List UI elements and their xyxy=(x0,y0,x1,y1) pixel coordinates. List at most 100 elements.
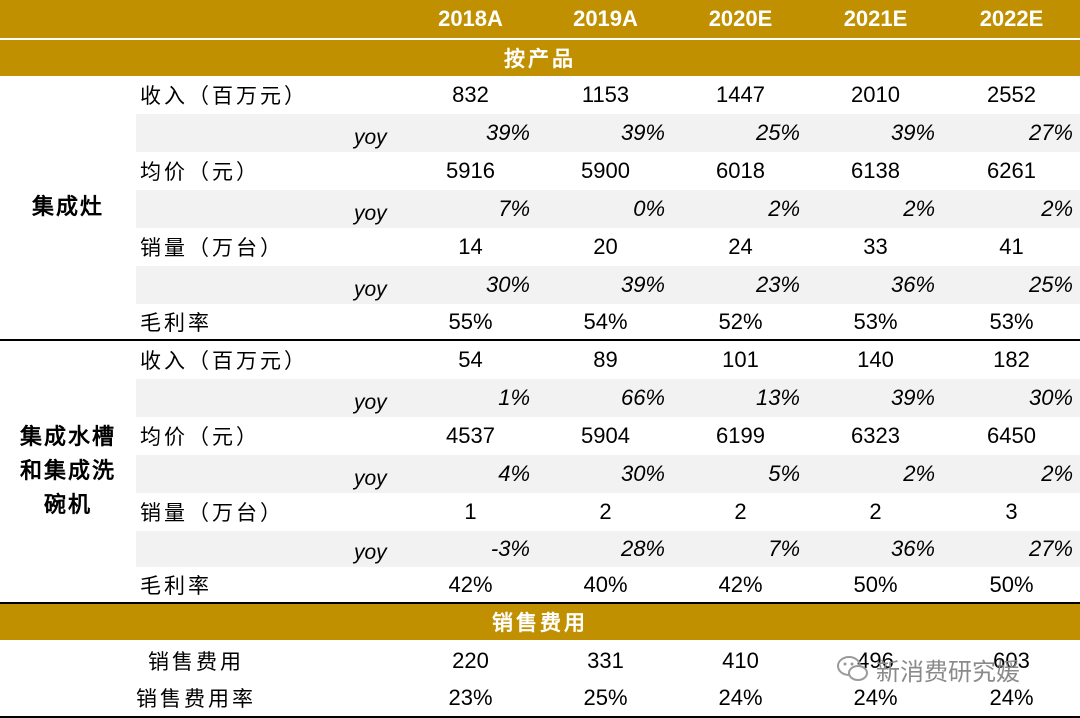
cell: 23% xyxy=(448,685,493,710)
cell: 36% xyxy=(890,536,935,561)
cell: 6138 xyxy=(851,158,900,183)
cell: 2% xyxy=(768,196,800,221)
table-row: 毛利率 42% 40% 42% 50% 50% xyxy=(0,567,1080,602)
row-label: 均价（元） xyxy=(140,160,260,184)
year-header-row: 2018A 2019A 2020E 2021E 2022E xyxy=(0,0,1080,38)
row-label: 收入（百万元） xyxy=(140,84,308,108)
watermark: 新消费研究媛 xyxy=(836,652,1020,686)
cell: 54% xyxy=(583,309,628,334)
table-row: yoy 7% 0% 2% 2% 2% xyxy=(136,190,1080,228)
cell: 33 xyxy=(863,234,888,259)
cell: 24% xyxy=(718,685,763,710)
row-label: 销售费用 xyxy=(148,650,244,674)
cell: 2% xyxy=(1041,196,1073,221)
year-2020: 2020E xyxy=(708,6,773,31)
cell: 50% xyxy=(853,571,898,597)
cell: 54 xyxy=(458,347,483,372)
table-row: yoy 39% 39% 25% 39% 27% xyxy=(136,114,1080,152)
cell: 7% xyxy=(498,196,530,221)
table-row: 均价（元） 4537 5904 6199 6323 6450 xyxy=(0,417,1080,455)
section-by-product: 按产品 xyxy=(0,40,1080,76)
cell: 24 xyxy=(728,234,753,259)
table-row: yoy -3% 28% 7% 36% 27% xyxy=(136,531,1080,567)
cell: 25% xyxy=(755,120,800,145)
cell: 6323 xyxy=(851,423,900,448)
cell: 23% xyxy=(755,272,800,297)
row-label: 销售费用率 xyxy=(136,687,256,711)
cell: 25% xyxy=(1028,272,1073,297)
year-2022: 2022E xyxy=(979,6,1044,31)
cell: 42% xyxy=(448,571,493,597)
group-label-stove: 集成灶 xyxy=(31,194,104,220)
cell: 2% xyxy=(903,196,935,221)
cell: 53% xyxy=(853,309,898,334)
cell: 66% xyxy=(620,385,665,410)
cell: 1447 xyxy=(716,82,765,107)
table-row: 销售费用率 23% 25% 24% 24% 24% xyxy=(0,680,1080,716)
section-title: 销售费用 xyxy=(492,610,588,635)
cell: 1153 xyxy=(581,82,630,107)
row-label: 毛利率 xyxy=(140,573,212,598)
row-label: 均价（元） xyxy=(140,425,260,449)
cell: 39% xyxy=(485,120,530,145)
row-label: 销量（万台） xyxy=(140,501,284,525)
table-row: 收入（百万元） 54 89 101 140 182 xyxy=(0,341,1080,379)
yoy-label: yoy xyxy=(354,467,387,490)
group-divider xyxy=(0,339,1080,341)
cell: 603 xyxy=(993,648,1030,673)
cell: 55% xyxy=(448,309,493,334)
cell: 27% xyxy=(1028,536,1073,561)
cell: 50% xyxy=(989,571,1034,597)
cell: 13% xyxy=(755,385,800,410)
yoy-label: yoy xyxy=(354,278,387,301)
section-title: 按产品 xyxy=(504,46,576,71)
cell: 2 xyxy=(869,499,882,524)
cell: 4537 xyxy=(446,423,495,448)
cell: 2552 xyxy=(987,82,1036,107)
cell: 182 xyxy=(993,347,1030,372)
cell: 30% xyxy=(1028,385,1073,410)
cell: 30% xyxy=(620,461,665,486)
cell: 1% xyxy=(498,385,530,410)
cell: 4% xyxy=(498,461,530,486)
section-sales-expense: 销售费用 xyxy=(0,604,1080,640)
cell: 2% xyxy=(1041,461,1073,486)
cell: 25% xyxy=(583,685,628,710)
watermark-text: 新消费研究媛 xyxy=(876,657,1020,686)
cell: 14 xyxy=(458,234,483,259)
cell: 2 xyxy=(734,499,747,524)
table-row: 销量（万台） 1 2 2 2 3 xyxy=(0,493,1080,531)
cell: 2010 xyxy=(851,82,900,107)
row-label: 收入（百万元） xyxy=(140,349,308,373)
row-label: 毛利率 xyxy=(140,311,212,335)
yoy-label: yoy xyxy=(354,202,387,225)
cell: 1 xyxy=(464,499,477,524)
section-divider xyxy=(0,602,1080,604)
cell: 5900 xyxy=(581,158,630,183)
table-row: yoy 30% 39% 23% 36% 25% xyxy=(136,266,1080,304)
cell: 410 xyxy=(722,648,759,673)
cell: 331 xyxy=(587,648,624,673)
cell: 53% xyxy=(989,309,1034,334)
cell: 41 xyxy=(999,234,1024,259)
year-2019: 2019A xyxy=(573,6,638,31)
table-row: yoy 4% 30% 5% 2% 2% xyxy=(136,455,1080,493)
cell: 89 xyxy=(593,347,618,372)
cell: 6261 xyxy=(987,158,1036,183)
cell: 6018 xyxy=(716,158,765,183)
cell: 0% xyxy=(633,196,665,221)
table-row: yoy 1% 66% 13% 39% 30% xyxy=(136,379,1080,417)
cell: 5904 xyxy=(581,423,630,448)
cell: 6199 xyxy=(716,423,765,448)
cell: 2 xyxy=(599,499,612,524)
cell: 3 xyxy=(1005,499,1018,524)
cell: 6450 xyxy=(987,423,1036,448)
cell: 5% xyxy=(768,461,800,486)
table-row: 收入（百万元） 832 1153 1447 2010 2552 xyxy=(0,76,1080,114)
cell: 30% xyxy=(485,272,530,297)
cell: 2% xyxy=(903,461,935,486)
cell: 7% xyxy=(768,536,800,561)
cell: 20 xyxy=(593,234,618,259)
cell: 5916 xyxy=(446,158,495,183)
cell: 220 xyxy=(452,648,489,673)
